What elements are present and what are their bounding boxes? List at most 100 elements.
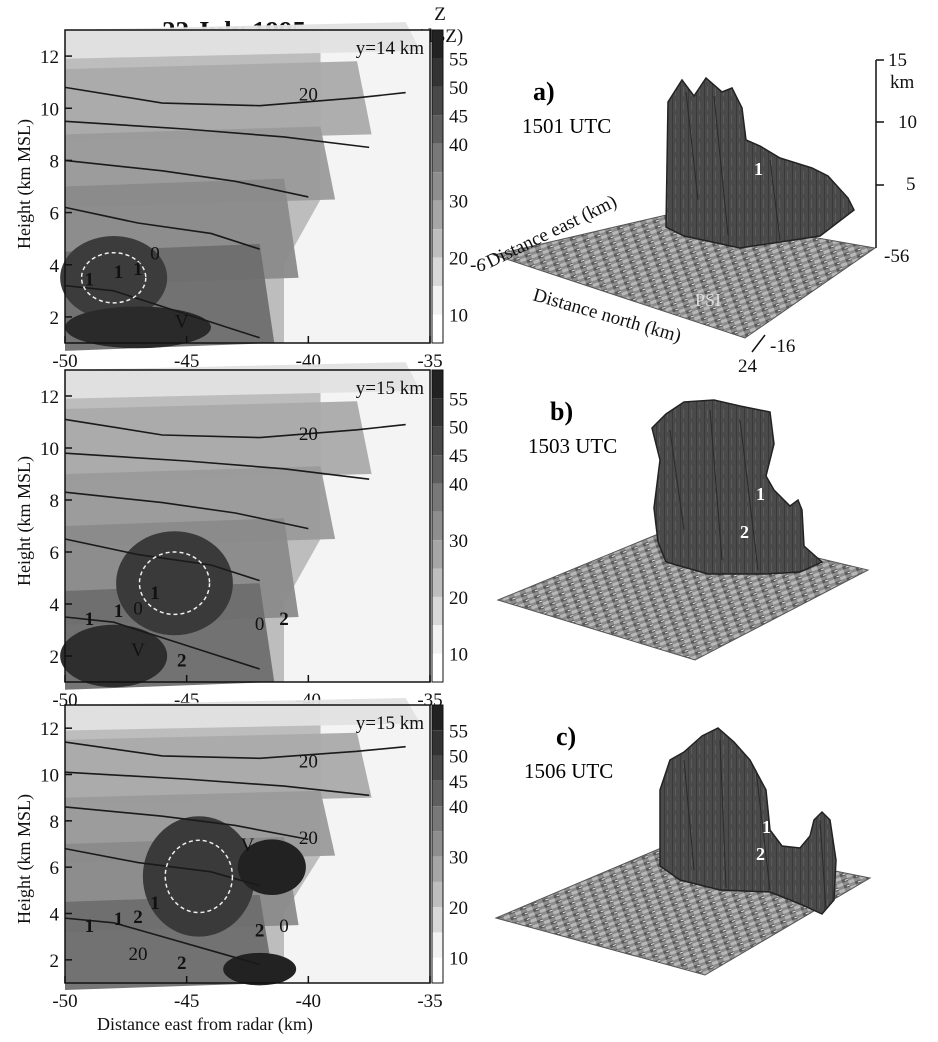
colorbar-swatch-a-9: [432, 286, 443, 315]
cell-label-a-1: 1: [754, 159, 763, 179]
reflectivity-band-b-1: [65, 401, 372, 482]
colorbar-swatch-c-4: [432, 806, 443, 832]
colorbar-swatch-c-6: [432, 856, 443, 882]
y-tick-label-b-1: 4: [50, 595, 60, 616]
reflectivity-core-c-1: [237, 839, 306, 895]
colorbar-tick-c-3: 40: [449, 797, 468, 818]
colorbar-tick-b-2: 45: [449, 446, 468, 467]
contour-label-c-5: 2: [177, 953, 187, 974]
colorbar-swatch-a-2: [432, 86, 443, 116]
slice-annotation-a: y=14 km: [356, 38, 424, 59]
contour-label-c-8: 20: [129, 944, 148, 965]
ground-surface-a: [492, 212, 877, 339]
colorbar-frame-b: [431, 369, 444, 683]
plot-frame-a: [64, 29, 431, 344]
y-tick-label-a-2: 6: [50, 204, 60, 225]
colorbar-tick-a-9: 10: [449, 306, 468, 327]
colorbar-swatch-c-0: [432, 705, 443, 731]
storm-surface-b: [651, 399, 824, 575]
contour-label-b-1: 1: [150, 583, 160, 604]
contour-line-c-3: [64, 847, 260, 887]
colorbar-swatch-a-0: [432, 30, 443, 59]
dashed-contour-b: [138, 551, 211, 616]
colorbar-swatch-a-8: [432, 257, 443, 287]
cell-label-c-2: 2: [756, 844, 765, 864]
colorbar-swatch-b-8: [432, 596, 443, 626]
contour-label-b-6: 0: [255, 614, 265, 635]
colorbar-swatch-c-5: [432, 831, 443, 857]
contour-label-c-2: 1: [85, 916, 95, 937]
dashed-contour-a: [80, 252, 147, 304]
colorbar-swatch-a-1: [432, 58, 443, 87]
x-tick-label-a-3: -35: [417, 351, 442, 372]
storm-edge-a: [685, 91, 781, 241]
colorbar-swatch-a-4: [432, 143, 443, 173]
colorbar-swatch-b-7: [432, 568, 443, 597]
y-tick-label-b-0: 2: [50, 647, 60, 668]
contour-line-c-4: [64, 917, 260, 966]
colorbar-tick-a-2: 45: [449, 106, 468, 127]
contour-label-b-2: 1: [85, 609, 95, 630]
contour-label-a-5: V: [175, 311, 189, 332]
colorbar-swatch-c-8: [432, 907, 443, 933]
reflectivity-core-b-0: [116, 531, 233, 636]
colorbar-frame-a: [431, 29, 444, 344]
vertical-tick-label-15: 15: [888, 50, 907, 71]
cell-label-b-2: 2: [740, 522, 749, 542]
y-tick-label-c-1: 4: [50, 905, 60, 926]
contour-label-b-5: 2: [177, 650, 187, 671]
y-tick-label-c-2: 6: [50, 858, 60, 879]
colorbar-tick-c-0: 55: [449, 721, 468, 742]
x-tick-label-c-1: -45: [174, 991, 199, 1012]
contour-line-b-2: [64, 491, 309, 530]
y-tick-label-a-4: 10: [40, 99, 59, 120]
storm-surface-a: [665, 76, 855, 249]
x-tick-label-a-1: -45: [174, 351, 199, 372]
x-tick-label-c-3: -35: [417, 991, 442, 1012]
colorbar-tick-a-3: 40: [449, 135, 468, 156]
colorbar-tick-c-1: 50: [449, 747, 468, 768]
contour-label-b-4: 0: [133, 598, 143, 619]
colorbar-tick-c-2: 45: [449, 772, 468, 793]
y-tick-label-a-5: 12: [40, 47, 59, 68]
vertical-tick-label-5: 5: [906, 174, 916, 195]
dashed-contour-c: [164, 839, 234, 914]
contour-label-a-2: 1: [85, 270, 95, 291]
vertical-unit: km: [890, 72, 915, 93]
colorbar-swatch-b-2: [432, 426, 443, 456]
x-tick-label-c-0: -50: [52, 991, 77, 1012]
panel-label-c: c): [556, 722, 576, 751]
colorbar-tick-a-0: 55: [449, 49, 468, 70]
y-tick-label-a-0: 2: [50, 308, 60, 329]
reflectivity-core-a-1: [65, 306, 211, 349]
reflectivity-band-b-0: [65, 362, 421, 399]
contour-line-c-1: [64, 771, 370, 797]
contour-line-b-4: [64, 616, 260, 670]
contour-label-a-1: 0: [150, 244, 160, 265]
contour-line-a-3: [64, 206, 260, 250]
contour-line-b-0: [64, 418, 406, 439]
colorbar-swatch-b-6: [432, 540, 443, 569]
reflectivity-core-c-0: [142, 816, 255, 937]
reflectivity-band-c-0: [65, 698, 421, 731]
contour-label-c-4: 2: [133, 907, 143, 928]
colorbar-swatch-b-1: [432, 398, 443, 427]
contour-label-b-0: 20: [299, 424, 318, 445]
contour-label-c-7: 0: [279, 916, 289, 937]
contour-label-c-3: 1: [114, 909, 124, 930]
colorbar-swatch-c-3: [432, 780, 443, 807]
y-tick-label-b-3: 8: [50, 491, 60, 512]
contour-line-a-0: [64, 86, 406, 107]
colorbar-tick-a-7: 20: [449, 249, 468, 270]
colorbar-swatch-b-5: [432, 511, 443, 541]
contour-line-b-1: [64, 452, 370, 480]
y-tick-label-c-0: 2: [50, 951, 60, 972]
east-end-label: -56: [884, 246, 909, 267]
colorbar-swatch-b-9: [432, 625, 443, 654]
colorbar-swatch-a-5: [432, 172, 443, 201]
contour-label-c-6: 2: [255, 921, 265, 942]
y-tick-label-c-5: 12: [40, 719, 59, 740]
y-tick-label-a-3: 8: [50, 151, 60, 172]
